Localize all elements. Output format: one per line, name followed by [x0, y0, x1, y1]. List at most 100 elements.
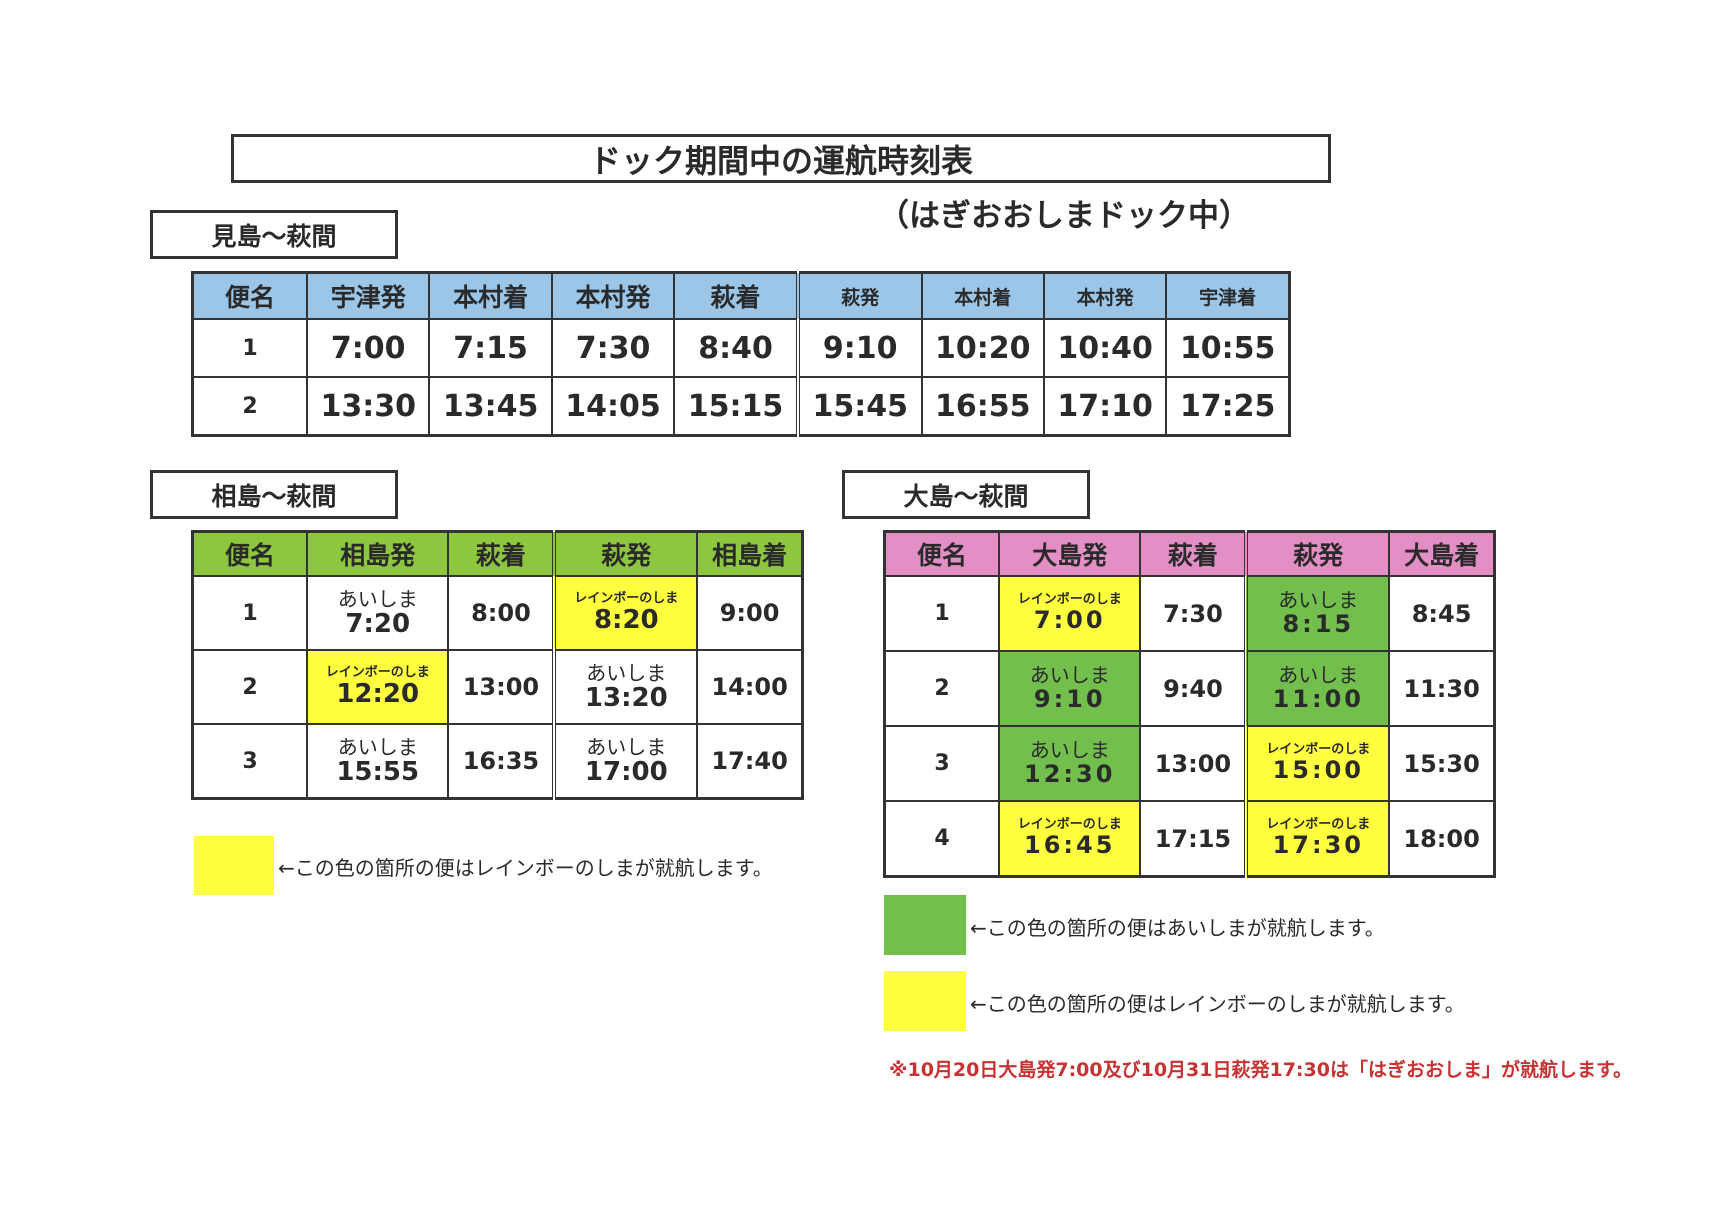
column-header: 相島着	[696, 530, 804, 577]
section-label-aishima: 相島～萩間	[150, 470, 398, 519]
time-cell: 15:30	[1388, 725, 1496, 802]
time-cell: あいしま 13:20	[552, 649, 699, 725]
column-header: 本村着	[920, 271, 1045, 320]
table-row: 2 あいしま 9:10 9:40 あいしま 11:00 11:30	[883, 650, 1496, 727]
departure-time: 7:00	[1033, 606, 1106, 635]
table-row: 2 13:30 13:45 14:05 15:15 15:45 16:55 17:10 17:2…	[191, 376, 1291, 437]
time-cell: 17:10	[1042, 376, 1168, 437]
legend-swatch-rainbow	[194, 836, 274, 895]
time-cell: 7:15	[428, 318, 553, 378]
time-cell: あいしま 15:55	[305, 723, 450, 800]
departure-time: 15:55	[336, 756, 420, 787]
column-header: 便名	[883, 530, 1000, 577]
departure-time: 13:20	[584, 682, 668, 713]
time-cell: レインボーのしま 17:30	[1244, 800, 1391, 878]
time-cell: 13:45	[428, 376, 553, 437]
column-header: 宇津発	[305, 271, 431, 320]
time-cell: レインボーのしま 8:20	[552, 575, 699, 651]
ship-name: あいしま	[1029, 663, 1110, 688]
time-cell: 9:40	[1139, 650, 1248, 727]
time-cell: 11:30	[1388, 650, 1496, 727]
header-row: 便名 大島発 萩着 萩発 大島着	[883, 530, 1496, 577]
table-row: 4 レインボーのしま 16:45 17:15 レインボーのしま 17:30 18:00	[883, 800, 1496, 878]
header-row: 便名 相島発 萩着 萩発 相島着	[191, 530, 804, 577]
timetable-aishima: 便名 相島発 萩着 萩発 相島着 1 あいしま 7:20 8:00 レインボーのしま 8:20 9:0…	[191, 530, 804, 800]
time-cell: 9:10	[795, 318, 923, 378]
time-cell: 14:05	[550, 376, 676, 437]
time-cell: 9:00	[696, 575, 804, 651]
time-cell: 10:20	[920, 318, 1045, 378]
ship-name: あいしま	[586, 734, 667, 759]
ship-name: レインボーのしま	[1266, 742, 1371, 758]
section-label-mishima: 見島～萩間	[150, 210, 398, 259]
table-row: 2 レインボーのしま 12:20 13:00 あいしま 13:20 14:00	[191, 649, 804, 725]
departure-time: 11:00	[1272, 685, 1364, 714]
time-cell: 16:55	[920, 376, 1045, 437]
timetable-mishima: 便名 宇津発 本村着 本村発 萩着 萩発 本村着 本村発 宇津着 1 7:00 7:15 7:30 8:4…	[191, 271, 1291, 437]
footnote: ※10月20日大島発7:00及び10月31日萩発17:30は「はぎおおしま」が就…	[889, 1059, 1633, 1081]
departure-time: 17:30	[1272, 831, 1364, 860]
table-row: 1 レインボーのしま 7:00 7:30 あいしま 8:15 8:45	[883, 575, 1496, 652]
time-cell: 13:30	[305, 376, 431, 437]
departure-time: 8:15	[1282, 610, 1355, 639]
time-cell: 18:00	[1388, 800, 1496, 878]
table-row: 1 7:00 7:15 7:30 8:40 9:10 10:20 10:40 10:55	[191, 318, 1291, 378]
trip-number: 4	[883, 800, 1000, 878]
time-cell: 17:40	[696, 723, 804, 800]
departure-time: 9:10	[1033, 685, 1106, 714]
ship-name: あいしま	[1278, 588, 1359, 613]
time-cell: 17:25	[1165, 376, 1291, 437]
column-header: 便名	[191, 530, 308, 577]
departure-time: 7:20	[345, 608, 411, 639]
time-cell: 7:30	[1139, 575, 1248, 652]
time-cell: あいしま 17:00	[552, 723, 699, 800]
column-header: 萩発	[1244, 530, 1391, 577]
trip-number: 1	[883, 575, 1000, 652]
time-cell: 7:30	[550, 318, 676, 378]
column-header: 大島発	[997, 530, 1142, 577]
time-cell: 14:00	[696, 649, 804, 725]
time-cell: 7:00	[305, 318, 431, 378]
table-row: 3 あいしま 12:30 13:00 レインボーのしま 15:00 15:30	[883, 725, 1496, 802]
ship-name: レインボーのしま	[574, 590, 679, 606]
time-cell: 15:45	[795, 376, 923, 437]
table-row: 3 あいしま 15:55 16:35 あいしま 17:00 17:40	[191, 723, 804, 800]
time-cell: あいしま 11:00	[1244, 650, 1391, 727]
section-label-oshima: 大島～萩間	[842, 470, 1090, 519]
time-cell: 16:35	[447, 723, 556, 800]
column-header: 萩発	[795, 271, 923, 320]
departure-time: 12:30	[1024, 760, 1116, 789]
legend-text-rainbow: ←この色の箇所の便はレインボーのしまが就航します。	[278, 856, 773, 880]
column-header: 便名	[191, 271, 308, 320]
time-cell: 10:40	[1042, 318, 1168, 378]
time-cell: 8:40	[673, 318, 799, 378]
ship-name: レインボーのしま	[1017, 817, 1122, 833]
page-title: ドック期間中の運航時刻表	[231, 134, 1331, 183]
column-header: 相島発	[305, 530, 450, 577]
column-header: 本村着	[428, 271, 553, 320]
departure-time: 17:00	[584, 756, 668, 787]
trip-number: 1	[191, 318, 308, 378]
departure-time: 12:20	[336, 678, 420, 709]
time-cell: あいしま 8:15	[1244, 575, 1391, 652]
column-header: 本村発	[550, 271, 676, 320]
header-row: 便名 宇津発 本村着 本村発 萩着 萩発 本村着 本村発 宇津着	[191, 271, 1291, 320]
trip-number: 2	[191, 376, 308, 437]
column-header: 萩着	[1139, 530, 1248, 577]
time-cell: 8:00	[447, 575, 556, 651]
trip-number: 1	[191, 575, 308, 651]
time-cell: 13:00	[447, 649, 556, 725]
departure-time: 15:00	[1272, 756, 1364, 785]
trip-number: 3	[191, 723, 308, 800]
trip-number: 2	[191, 649, 308, 725]
time-cell: レインボーのしま 15:00	[1244, 725, 1391, 802]
legend-swatch-rainbow-oshima	[884, 971, 966, 1031]
time-cell: 8:45	[1388, 575, 1496, 652]
trip-number: 2	[883, 650, 1000, 727]
column-header: 宇津着	[1165, 271, 1291, 320]
legend-text-rainbow-oshima: ←この色の箇所の便はレインボーのしまが就航します。	[970, 992, 1465, 1016]
time-cell: 17:15	[1139, 800, 1248, 878]
column-header: 萩発	[552, 530, 699, 577]
time-cell: 15:15	[673, 376, 799, 437]
time-cell: 13:00	[1139, 725, 1248, 802]
